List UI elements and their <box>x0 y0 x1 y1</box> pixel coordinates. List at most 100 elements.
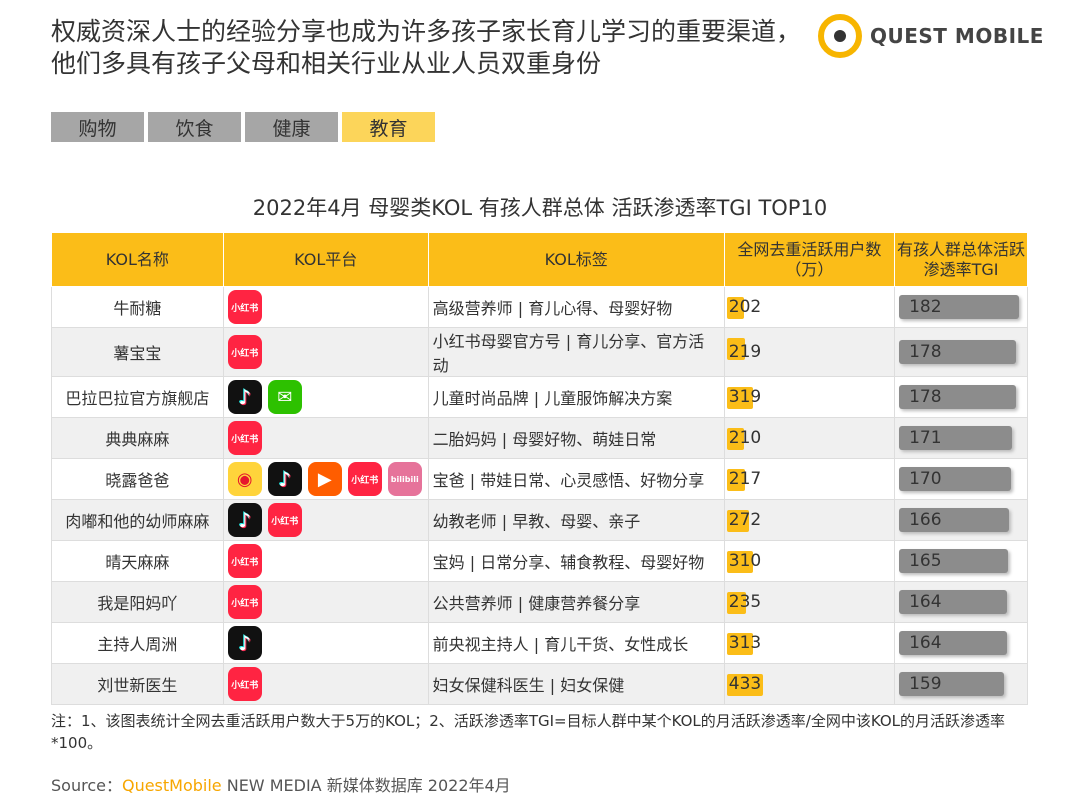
tgi-bar: 166 <box>899 508 1009 532</box>
kol-platforms: 小红书 <box>222 327 429 377</box>
kol-tags: 公共营养师 | 健康营养餐分享 <box>427 581 725 623</box>
source: Source：QuestMobile NEW MEDIA 新媒体数据库 2022… <box>51 772 511 796</box>
tab-0[interactable]: 购物 <box>51 112 144 142</box>
kol-name: 晓露爸爸 <box>51 458 224 500</box>
users-bar <box>726 297 744 319</box>
kol-tags: 二胎妈妈 | 母婴好物、萌娃日常 <box>427 417 725 459</box>
douyin-icon: ♪ <box>227 626 262 660</box>
users-value: 210 <box>728 428 762 448</box>
users-bar <box>726 428 745 450</box>
kol-users: 210 <box>723 417 896 459</box>
kol-users: 313 <box>723 622 896 664</box>
kol-tgi: 164 <box>894 622 1028 664</box>
kol-users: 272 <box>723 499 896 541</box>
source-rest: NEW MEDIA 新媒体数据库 2022年4月 <box>221 776 511 795</box>
kol-name: 肉嘟和他的幼师麻麻 <box>51 499 224 541</box>
kol-name: 典典麻麻 <box>51 417 224 459</box>
xiaohongshu-icon: 小红书 <box>227 335 262 369</box>
tab-3[interactable]: 教育 <box>342 112 435 142</box>
users-bar <box>726 592 747 614</box>
header-tgi: 有孩人群总体活跃渗透率TGI <box>894 232 1028 287</box>
xiaohongshu-icon: 小红书 <box>227 290 262 324</box>
table-title: 2022年4月 母婴类KOL 有孩人群总体 活跃渗透率TGI TOP10 <box>252 196 828 220</box>
kol-tgi: 164 <box>894 581 1028 623</box>
kol-platforms: 小红书 <box>222 663 429 705</box>
tgi-bar: 165 <box>899 549 1008 573</box>
kol-tgi: 171 <box>894 417 1028 459</box>
kol-users: 310 <box>723 540 896 582</box>
kol-name: 我是阳妈吖 <box>51 581 224 623</box>
kol-platforms: ♪ ✉ <box>222 376 429 418</box>
tgi-bar: 178 <box>899 385 1017 409</box>
table-row: 我是阳妈吖 小红书 公共营养师 | 健康营养餐分享 235 164 <box>51 581 1028 623</box>
header-platform: KOL平台 <box>222 232 429 287</box>
kol-table: KOL名称 KOL平台 KOL标签 全网去重活跃用户数（万） 有孩人群总体活跃渗… <box>51 232 1028 705</box>
kol-platforms: 小红书 <box>222 417 429 459</box>
kol-tgi: 165 <box>894 540 1028 582</box>
kol-tags: 前央视主持人 | 育儿干货、女性成长 <box>427 622 725 664</box>
users-bar <box>726 551 753 573</box>
kol-tags: 儿童时尚品牌 | 儿童服饰解决方案 <box>427 376 725 418</box>
table-row: 肉嘟和他的幼师麻麻 ♪ 小红书 幼教老师 | 早教、母婴、亲子 272 166 <box>51 499 1028 541</box>
tab-2[interactable]: 健康 <box>245 112 338 142</box>
kol-name: 刘世新医生 <box>51 663 224 705</box>
logo-text: QUEST MOBILE <box>870 24 1044 48</box>
users-bar <box>726 633 753 655</box>
kol-name: 晴天麻麻 <box>51 540 224 582</box>
douyin-icon: ♪ <box>227 503 262 537</box>
kol-platforms: ♪ 小红书 <box>222 499 429 541</box>
kol-tags: 高级营养师 | 育儿心得、母婴好物 <box>427 286 725 328</box>
kol-tags: 幼教老师 | 早教、母婴、亲子 <box>427 499 725 541</box>
weibo-icon: ◉ <box>227 462 262 496</box>
tab-1[interactable]: 饮食 <box>148 112 241 142</box>
kol-tags: 宝妈 | 日常分享、辅食教程、母婴好物 <box>427 540 725 582</box>
users-bar <box>726 510 750 532</box>
xiaohongshu-icon: 小红书 <box>227 667 262 701</box>
xiaohongshu-icon: 小红书 <box>227 421 262 455</box>
questmobile-logo: QUEST MOBILE <box>818 14 1044 58</box>
table-row: 晓露爸爸 ◉ ♪ ▶ 小红书 bilibili 宝爸 | 带娃日常、心灵感悟、好物分享 … <box>51 458 1028 500</box>
kol-users: 319 <box>723 376 896 418</box>
kol-platforms: 小红书 <box>222 286 429 328</box>
xiaohongshu-icon: 小红书 <box>227 544 262 578</box>
kol-users: 219 <box>723 327 896 377</box>
users-value: 310 <box>728 551 762 571</box>
kol-name: 薯宝宝 <box>51 327 224 377</box>
kol-name: 牛耐糖 <box>51 286 224 328</box>
tgi-bar: 164 <box>899 590 1008 614</box>
users-bar <box>726 469 745 491</box>
kol-tags: 小红书母婴官方号 | 育儿分享、官方活动 <box>427 327 725 377</box>
wechat-icon: ✉ <box>267 380 302 414</box>
bilibili-icon: bilibili <box>387 462 422 496</box>
kol-tgi: 178 <box>894 376 1028 418</box>
users-value: 217 <box>728 469 762 489</box>
users-value: 319 <box>728 387 762 407</box>
logo-icon <box>818 14 862 58</box>
douyin-icon: ♪ <box>227 380 262 414</box>
douyin-icon: ♪ <box>267 462 302 496</box>
kol-platforms: ♪ <box>222 622 429 664</box>
table-row: 主持人周洲 ♪ 前央视主持人 | 育儿干货、女性成长 313 164 <box>51 622 1028 664</box>
table-row: 刘世新医生 小红书 妇女保健科医生 | 妇女保健 433 159 <box>51 663 1028 705</box>
kol-users: 202 <box>723 286 896 328</box>
kol-tgi: 178 <box>894 327 1028 377</box>
source-brand: QuestMobile <box>121 776 222 795</box>
users-bar <box>726 674 763 696</box>
kol-name: 巴拉巴拉官方旗舰店 <box>51 376 224 418</box>
users-bar <box>726 387 754 409</box>
page-title: 权威资深人士的经验分享也成为许多孩子家长育儿学习的重要渠道，他们多具有孩子父母和… <box>51 17 802 78</box>
footnote: 注：1、该图表统计全网去重活跃用户数大于5万的KOL；2、活跃渗透率TGI=目标… <box>51 712 1006 752</box>
table-row: 巴拉巴拉官方旗舰店 ♪ ✉ 儿童时尚品牌 | 儿童服饰解决方案 319 178 <box>51 376 1028 418</box>
kol-platforms: 小红书 <box>222 540 429 582</box>
table-row: 牛耐糖 小红书 高级营养师 | 育儿心得、母婴好物 202 182 <box>51 286 1028 328</box>
tgi-bar: 178 <box>899 340 1017 364</box>
kol-users: 235 <box>723 581 896 623</box>
kol-platforms: ◉ ♪ ▶ 小红书 bilibili <box>222 458 429 500</box>
tgi-bar: 164 <box>899 631 1008 655</box>
kol-platforms: 小红书 <box>222 581 429 623</box>
header-users: 全网去重活跃用户数（万） <box>723 232 896 287</box>
category-tabs: 购物 饮食 健康 教育 <box>51 112 435 142</box>
source-prefix: Source： <box>51 776 122 795</box>
kuaishou-icon: ▶ <box>307 462 342 496</box>
xiaohongshu-icon: 小红书 <box>227 585 262 619</box>
